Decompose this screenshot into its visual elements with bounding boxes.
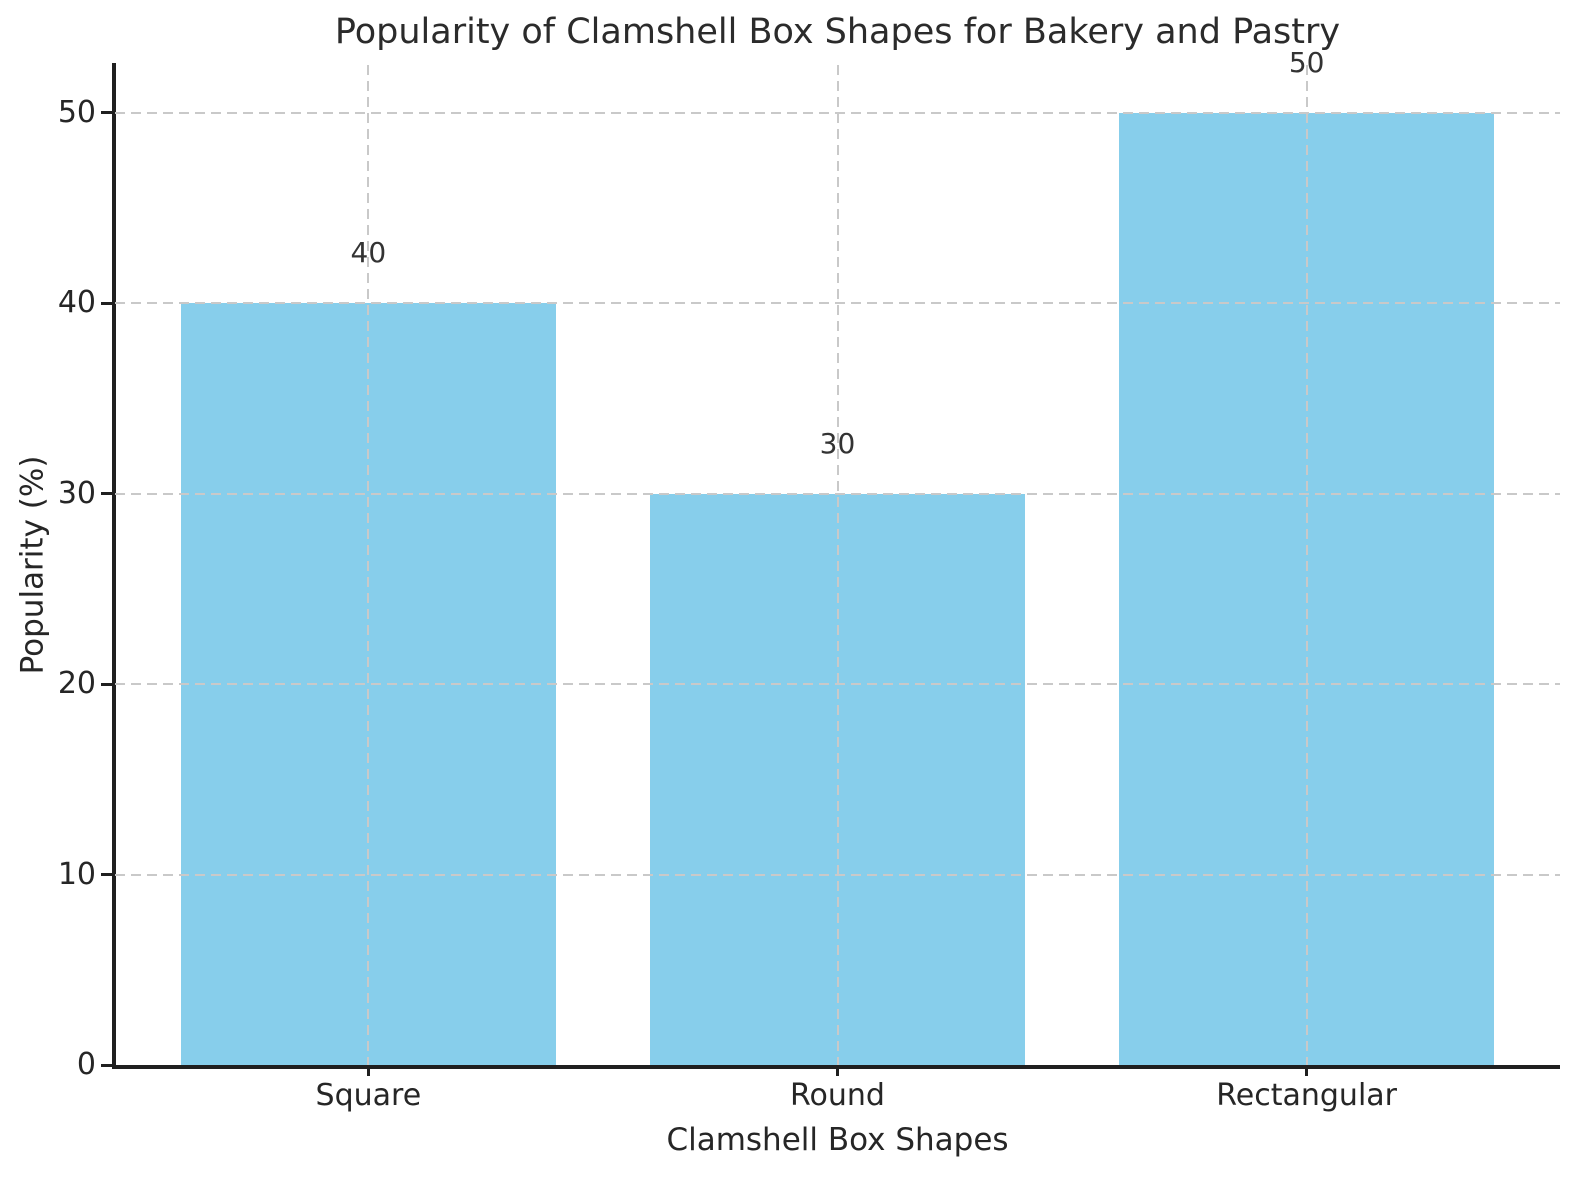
y-axis-label-wrap: Popularity (%) (2, 65, 62, 1065)
y-axis-spine (112, 63, 116, 1069)
x-tick-mark-rectangular (1305, 1067, 1309, 1076)
y-tick-label-0: 0 (76, 1047, 96, 1082)
y-tick-mark-50 (101, 111, 113, 115)
x-tick-label-square: Square (315, 1078, 422, 1113)
y-tick-mark-40 (101, 301, 113, 305)
bar-value-label-square: 40 (350, 236, 387, 270)
y-tick-label-30: 30 (57, 475, 96, 511)
x-axis-label: Clamshell Box Shapes (666, 1122, 1009, 1158)
bar-value-label-round: 30 (819, 426, 856, 460)
x-tick-label-round: Round (790, 1078, 885, 1113)
gridline-x-square (367, 65, 370, 1065)
x-tick-mark-round (836, 1067, 839, 1076)
y-tick-label-50: 50 (57, 94, 96, 130)
y-tick-mark-10 (101, 873, 113, 877)
x-tick-label-rectangular: Rectangular (1216, 1078, 1397, 1113)
gridline-x-round (836, 65, 839, 1065)
y-tick-label-10: 10 (57, 856, 96, 892)
chart-title: Popularity of Clamshell Box Shapes for B… (334, 12, 1341, 52)
x-tick-mark-square (366, 1067, 370, 1076)
y-tick-label-40: 40 (57, 285, 96, 321)
bar-value-label-rectangular: 50 (1288, 45, 1325, 79)
y-tick-mark-20 (101, 682, 113, 686)
y-tick-mark-30 (101, 492, 113, 496)
gridline-x-rectangular (1305, 65, 1308, 1065)
y-tick-mark-0 (101, 1063, 113, 1067)
plot-area: 40 30 50 (115, 46, 1560, 1065)
y-tick-label-20: 20 (57, 666, 96, 702)
